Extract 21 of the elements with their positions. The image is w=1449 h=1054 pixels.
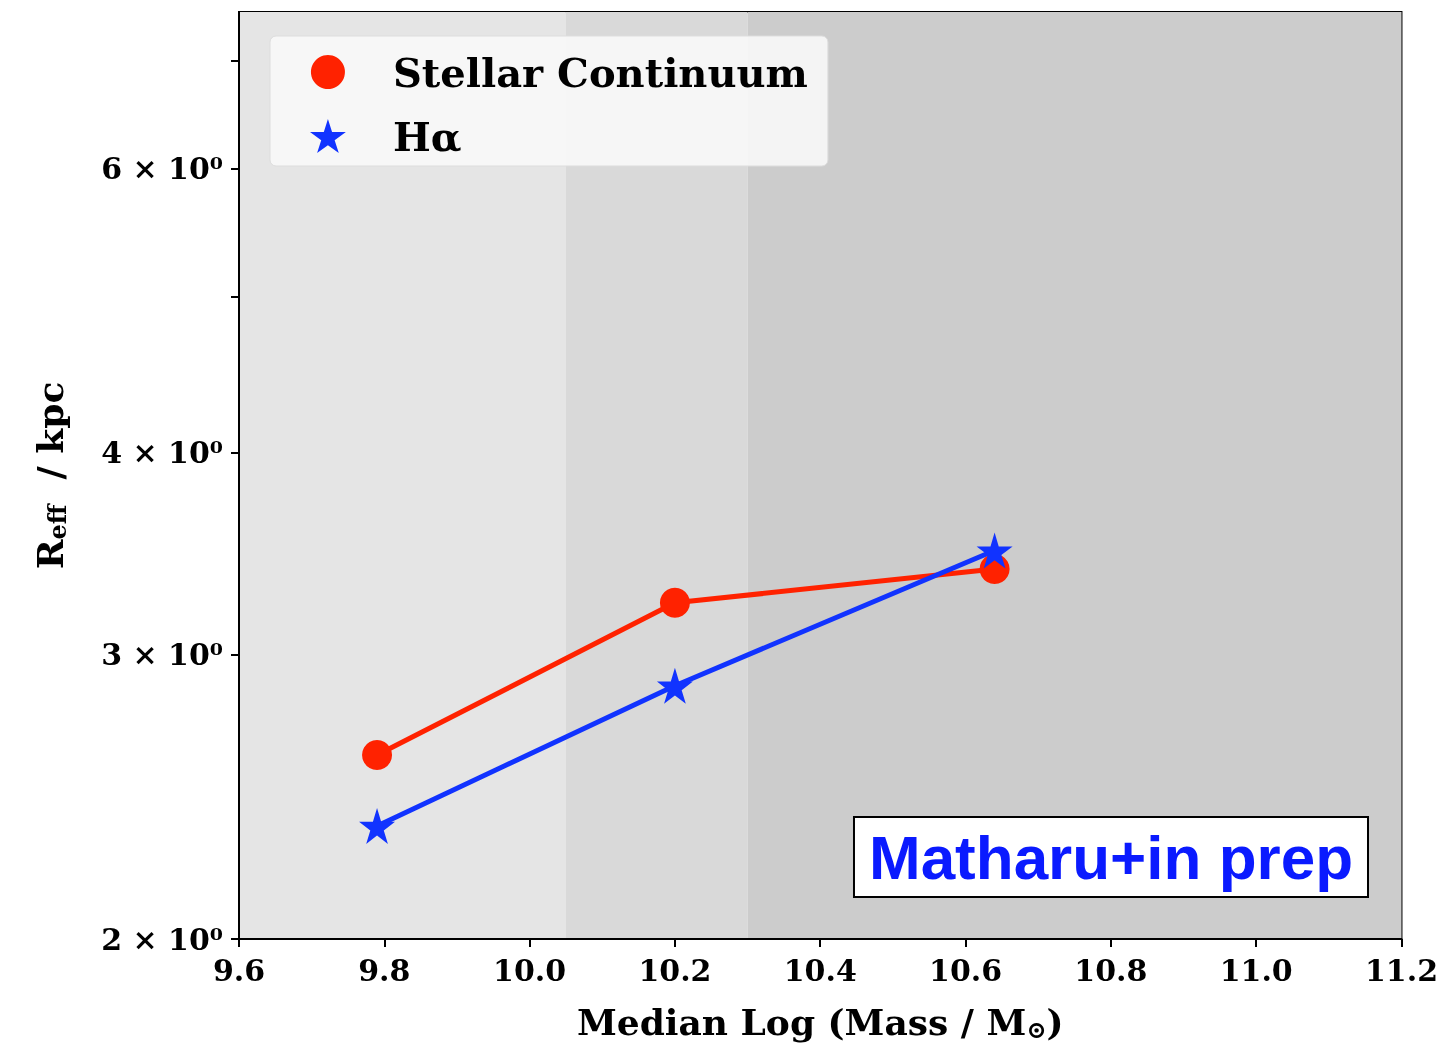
x-tick-label: 9.8 <box>358 952 411 988</box>
legend-label: Hα <box>392 112 462 160</box>
point <box>976 532 1013 569</box>
x-tick-label: 10.2 <box>638 952 712 988</box>
x-axis-title: Median Log (Mass / M⊙) <box>576 1001 1064 1044</box>
legend-label: Stellar Continuum <box>392 48 808 96</box>
x-tick-label: 11.2 <box>1364 952 1439 988</box>
y-tick-label: 4 × 10⁰ <box>101 435 223 471</box>
y-axis-title: Reff / kpc <box>29 381 72 570</box>
x-tick-label: 11.0 <box>1219 952 1293 988</box>
point <box>656 667 693 704</box>
x-tick-label: 10.0 <box>493 952 567 988</box>
point <box>659 587 690 618</box>
x-tick-label: 10.8 <box>1074 952 1148 988</box>
x-tick-label: 10.6 <box>929 952 1003 988</box>
annotation: Matharu+in prep <box>868 822 1353 892</box>
point <box>359 807 396 844</box>
y-tick-label: 6 × 10⁰ <box>101 151 223 186</box>
x-tick-label: 10.4 <box>783 952 857 988</box>
point <box>362 740 393 770</box>
y-tick-label: 3 × 10⁰ <box>101 637 223 673</box>
